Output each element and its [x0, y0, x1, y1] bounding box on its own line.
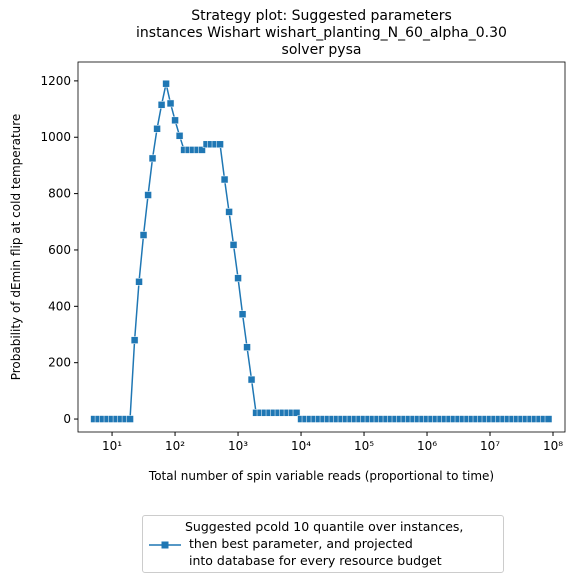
- data-point: [135, 278, 143, 286]
- data-point: [175, 132, 184, 140]
- x-tick-label: 10¹: [102, 439, 122, 453]
- data-point: [292, 409, 301, 417]
- chart-title: Strategy plot: Suggested parameters inst…: [136, 8, 507, 58]
- y-tick-label: 400: [48, 299, 71, 313]
- y-tick-label: 0: [63, 412, 71, 426]
- plot-frame: [77, 61, 566, 433]
- data-point: [171, 116, 179, 125]
- data-point: [225, 208, 233, 216]
- legend-label: Suggested pcold 10 quantile over instanc…: [185, 519, 464, 568]
- data-point: [216, 140, 224, 149]
- data-point: [544, 415, 553, 423]
- y-axis-label: Probability of dEmin flip at cold temper…: [9, 114, 23, 381]
- series-line: [94, 83, 549, 420]
- legend-swatch: [149, 541, 181, 549]
- x-tick-label: 10⁸: [543, 439, 563, 453]
- x-tick-label: 10³: [228, 439, 248, 453]
- y-tick-label: 600: [48, 243, 71, 257]
- y-tick-label: 1200: [40, 74, 71, 88]
- x-tick-label: 10⁴: [291, 439, 311, 453]
- data-point: [220, 175, 229, 184]
- data-point: [198, 146, 206, 154]
- data-point: [238, 310, 247, 318]
- x-tick-label: 10⁶: [417, 439, 437, 453]
- data-point: [148, 154, 157, 163]
- data-point: [126, 415, 134, 423]
- y-tick-label: 200: [48, 356, 71, 370]
- x-tick-label: 10⁷: [480, 439, 500, 453]
- x-tick-label: 10⁵: [354, 439, 374, 453]
- data-point: [234, 274, 242, 282]
- x-axis-label: Total number of spin variable reads (pro…: [148, 469, 494, 483]
- data-point: [157, 101, 166, 109]
- data-point: [247, 375, 256, 384]
- data-point: [162, 79, 170, 88]
- legend-marker: [161, 541, 169, 549]
- data-point: [130, 336, 139, 344]
- data-point: [144, 191, 152, 199]
- x-tick-label: 10²: [165, 439, 185, 453]
- y-tick-label: 800: [48, 187, 71, 201]
- data-point: [243, 343, 251, 351]
- y-tick-label: 1000: [40, 130, 71, 144]
- data-point: [166, 99, 175, 108]
- data-point: [153, 125, 161, 133]
- data-point: [229, 241, 238, 249]
- legend: Suggested pcold 10 quantile over instanc…: [142, 515, 504, 573]
- data-point: [139, 231, 148, 239]
